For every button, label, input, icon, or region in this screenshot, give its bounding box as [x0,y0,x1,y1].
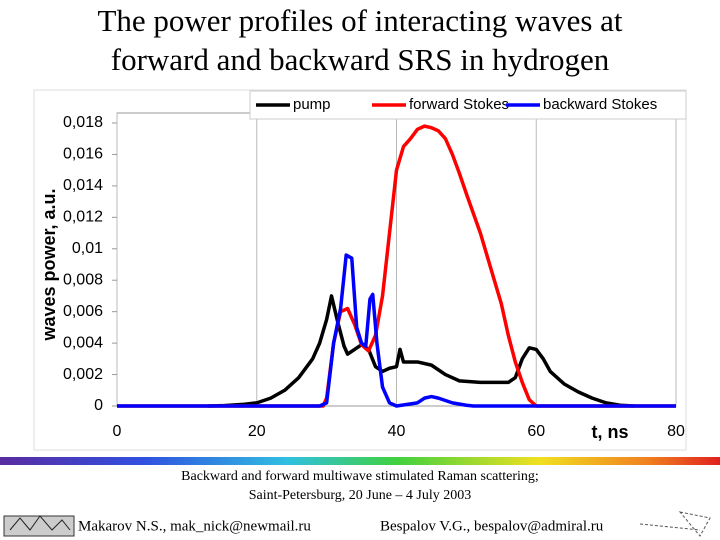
x-axis-label: t, ns [591,422,628,442]
y-tick-label: 0,018 [63,114,103,131]
author: Bespalov V.G., bespalov@admiral.ru [380,518,604,534]
logo [3,515,75,537]
x-tick-label: 60 [527,423,545,440]
slide-title: The power profiles of interacting waves … [97,3,622,38]
conference: Backward and forward multiwave stimulate… [181,469,539,484]
y-tick-label: 0,014 [63,177,103,194]
y-axis-label: waves power, a.u. [39,188,59,341]
y-tick-label: 0,012 [63,209,103,226]
conference: Saint-Petersburg, 20 June – 4 July 2003 [249,488,472,503]
series-line [207,294,635,408]
y-tick-label: 0,002 [63,366,103,383]
legend-label: pump [293,96,331,113]
author: Makarov N.S., mak_nick@newmail.ru [78,518,311,534]
x-tick-label: 20 [248,423,266,440]
legend-label: backward Stokes [543,96,657,113]
x-tick-label: 0 [113,423,122,440]
y-tick-label: 0,016 [63,146,103,163]
series-line [117,253,676,408]
logo [639,511,711,537]
y-tick-label: 0,006 [63,303,103,320]
legend-label: forward Stokes [409,96,509,113]
y-tick-label: 0,01 [72,240,103,257]
slide-title: forward and backward SRS in hydrogen [111,42,610,77]
legend-box [249,90,687,120]
x-tick-label: 40 [388,423,406,440]
divider [0,457,720,465]
series-line [117,124,676,408]
y-tick-label: 0 [94,397,103,414]
y-tick-label: 0,004 [63,334,103,351]
x-tick-label: 80 [667,423,685,440]
y-tick-label: 0,008 [63,271,103,288]
